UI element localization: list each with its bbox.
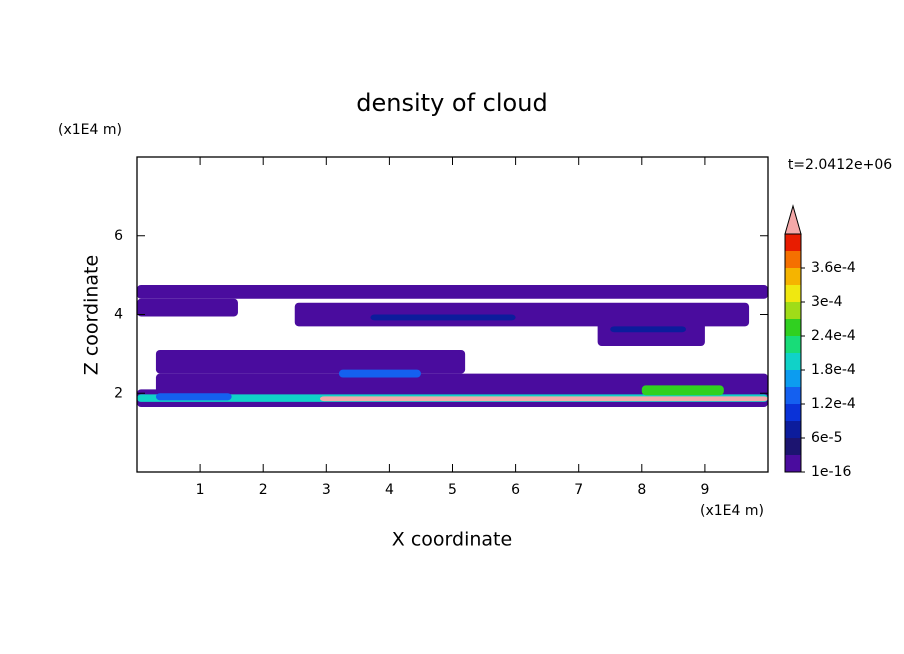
colorbar-tick-label: 1e-16 xyxy=(811,464,851,480)
colorbar-segment xyxy=(785,302,801,319)
contour-region xyxy=(370,314,516,321)
x-tick-label: 9 xyxy=(700,482,709,498)
colorbar-over xyxy=(784,204,802,235)
y-tick-label: 2 xyxy=(114,385,123,401)
x-label: X coordinate xyxy=(392,529,512,551)
contour-region xyxy=(610,326,686,333)
colorbar-segment xyxy=(785,234,801,251)
colorbar-segment xyxy=(785,455,801,472)
colorbar-tick-label: 1.2e-4 xyxy=(811,396,856,412)
x-tick-label: 4 xyxy=(385,482,394,498)
colorbar-segment xyxy=(785,285,801,302)
colorbar-frame xyxy=(784,233,802,473)
contour-region xyxy=(155,349,466,374)
contour-region xyxy=(597,322,705,346)
contour-region xyxy=(137,298,238,317)
x-tick-label: 7 xyxy=(574,482,583,498)
colorbar-tick-label: 2.4e-4 xyxy=(811,328,856,344)
colorbar-segment xyxy=(785,404,801,421)
x-tick-label: 2 xyxy=(259,482,268,498)
colorbar-tick-label: 6e-5 xyxy=(811,430,842,446)
colorbar-segment xyxy=(785,370,801,387)
contour-region xyxy=(641,385,724,396)
x-tick-label: 8 xyxy=(637,482,646,498)
x-tick-label: 1 xyxy=(196,482,205,498)
colorbar-segment xyxy=(785,387,801,404)
contour-region xyxy=(338,369,421,378)
contour-region xyxy=(155,373,768,394)
colorbar-segment xyxy=(785,268,801,285)
colorbar-segment xyxy=(785,353,801,370)
contour-region xyxy=(137,284,768,299)
x-unit: (x1E4 m) xyxy=(700,503,764,519)
colorbar-segment xyxy=(785,336,801,353)
colorbar-tick-label: 3e-4 xyxy=(811,294,843,310)
contour-region xyxy=(155,393,232,401)
chart-title: density of cloud xyxy=(356,89,547,117)
y-tick-label: 4 xyxy=(114,307,123,323)
colorbar-segment xyxy=(785,251,801,268)
colorbar-tick-label: 3.6e-4 xyxy=(811,260,856,276)
y-tick-label: 6 xyxy=(114,228,123,244)
y-unit: (x1E4 m) xyxy=(58,122,122,138)
x-tick-label: 3 xyxy=(322,482,331,498)
colorbar-tick-label: 1.8e-4 xyxy=(811,362,856,378)
x-tick-label: 6 xyxy=(511,482,520,498)
y-label: Z coordinate xyxy=(81,255,103,375)
time-annotation: t=2.0412e+06 xyxy=(788,157,892,173)
contour-region xyxy=(319,396,768,402)
colorbar-segment xyxy=(785,438,801,455)
colorbar-segment xyxy=(785,421,801,438)
x-tick-label: 5 xyxy=(448,482,457,498)
colorbar-segment xyxy=(785,319,801,336)
